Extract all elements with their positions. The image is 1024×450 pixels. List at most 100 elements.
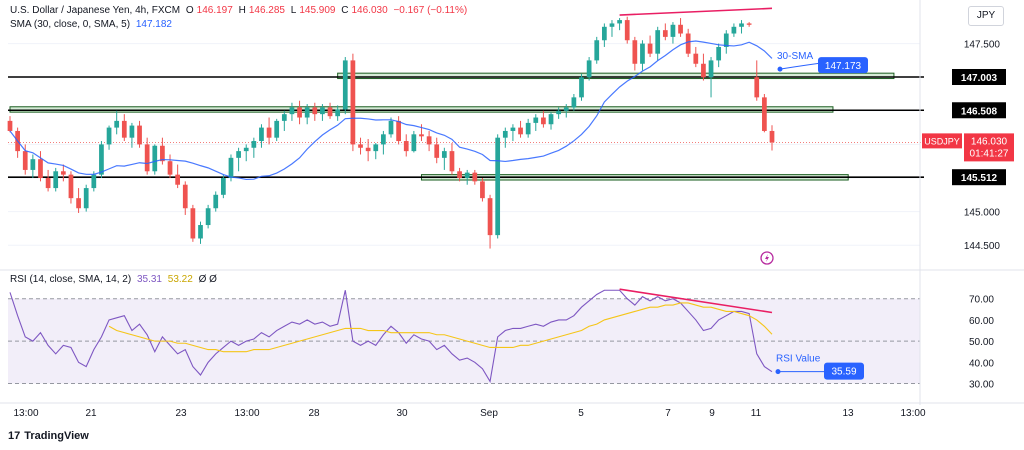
candle-body	[769, 130, 775, 143]
candle-body	[228, 157, 234, 178]
candle-body	[99, 144, 104, 175]
candle-body	[381, 134, 386, 145]
candle-body	[304, 107, 310, 118]
candle-body	[198, 225, 203, 239]
candle-body	[678, 24, 683, 34]
tradingview-brand[interactable]: 17 TradingView	[8, 430, 89, 442]
candle-body	[205, 208, 211, 226]
candle-body	[335, 109, 341, 117]
candle-body	[662, 30, 668, 37]
time-tick-label: 23	[175, 408, 187, 419]
candle-body	[586, 60, 592, 78]
brand-name: TradingView	[24, 430, 89, 442]
candle-body	[487, 198, 493, 236]
price-tick-label: 144.500	[964, 241, 1001, 252]
time-tick-label: 28	[308, 408, 320, 419]
time-tick-label: Sep	[480, 408, 498, 419]
rsi-extra: Ø Ø	[198, 274, 217, 285]
candle-body	[563, 107, 569, 111]
candle-body	[746, 23, 752, 25]
candle-body	[525, 122, 531, 135]
candlestick-series	[7, 16, 775, 249]
candle-body	[518, 127, 523, 135]
sma-label: SMA (30, close, 0, SMA, 5)	[10, 19, 131, 30]
sma-line	[9, 40, 773, 181]
time-tick-label: 13:00	[13, 408, 38, 419]
ohlc-open-value: 146.197	[196, 5, 233, 16]
axes: 144.500145.000146.000147.500147.003146.5…	[0, 0, 1024, 419]
candle-body	[327, 107, 333, 117]
candle-body	[22, 151, 28, 170]
candle-body	[76, 198, 81, 209]
candle-body	[571, 97, 577, 108]
candle-body	[647, 43, 653, 54]
candle-body	[121, 120, 127, 138]
zone-rectangle	[337, 72, 895, 80]
rsi-value: 35.31	[136, 274, 162, 285]
candle-body	[175, 174, 181, 185]
sma-legend[interactable]: SMA (30, close, 0, SMA, 5) 147.182	[10, 19, 175, 30]
candle-body	[129, 125, 135, 138]
rsi-label: RSI (14, close, SMA, 14, 2)	[10, 274, 132, 285]
candle-body	[297, 107, 302, 118]
rsi-tick-label: 70.00	[969, 295, 994, 306]
candle-body	[30, 159, 36, 170]
candle-body	[365, 147, 371, 152]
rsi-tick-label: 60.00	[969, 316, 994, 327]
candle-body	[167, 161, 173, 175]
time-tick-label: 9	[709, 408, 715, 419]
candle-body	[449, 151, 455, 172]
candle-body	[342, 60, 348, 110]
candle-body	[289, 107, 295, 115]
candle-body	[312, 107, 318, 115]
ohlc-open-key: O	[185, 5, 194, 16]
candle-body	[213, 194, 219, 209]
candle-body	[624, 20, 630, 41]
candle-body	[114, 120, 120, 128]
candle-body	[106, 127, 112, 145]
candle-body	[259, 127, 264, 142]
candle-body	[137, 125, 142, 145]
ohlc-close-key: C	[341, 5, 349, 16]
candle-body	[464, 172, 470, 178]
candle-body	[441, 151, 447, 158]
price-level-badge-text: 145.512	[961, 173, 998, 184]
lightning-bolt-glyph	[765, 254, 769, 262]
candle-body	[693, 53, 699, 64]
candle-body	[60, 171, 66, 175]
candle-body	[754, 77, 760, 98]
symbol-legend: U.S. Dollar / Japanese Yen, 4h, FXCM O 14…	[10, 5, 470, 16]
currency-button[interactable]: JPY	[968, 6, 1004, 26]
time-tick-label: 5	[578, 408, 584, 419]
sma-callout-label: 30-SMA	[777, 51, 813, 62]
sma-value: 147.182	[135, 19, 172, 30]
rsi-legend[interactable]: RSI (14, close, SMA, 14, 2) 35.31 53.22 …	[10, 274, 220, 285]
candle-body	[640, 43, 645, 64]
candle-body	[182, 184, 188, 209]
candle-body	[251, 141, 257, 148]
time-tick-label: 7	[665, 408, 671, 419]
rsi-tick-label: 50.00	[969, 337, 994, 348]
candle-body	[708, 60, 714, 78]
sma-callout-value: 147.173	[825, 61, 862, 72]
candle-body	[670, 24, 676, 37]
candle-body	[160, 145, 165, 162]
candle-body	[594, 40, 600, 61]
candle-body	[243, 147, 249, 152]
candle-body	[601, 26, 607, 41]
candle-body	[411, 134, 417, 152]
candle-body	[762, 97, 767, 131]
candle-body	[685, 33, 691, 54]
price-tick-label: 147.500	[964, 40, 1001, 51]
tradingview-logo-icon: 17	[8, 430, 21, 442]
zone-rectangle	[9, 106, 834, 113]
price-level-badge-text: 146.508	[961, 106, 998, 117]
candle-body	[38, 159, 43, 178]
rsi-divergence-line	[619, 288, 773, 314]
candle-body	[739, 23, 744, 27]
candle-body	[579, 77, 584, 98]
candle-body	[556, 110, 562, 115]
candle-body	[472, 172, 478, 182]
candle-body	[495, 137, 501, 236]
